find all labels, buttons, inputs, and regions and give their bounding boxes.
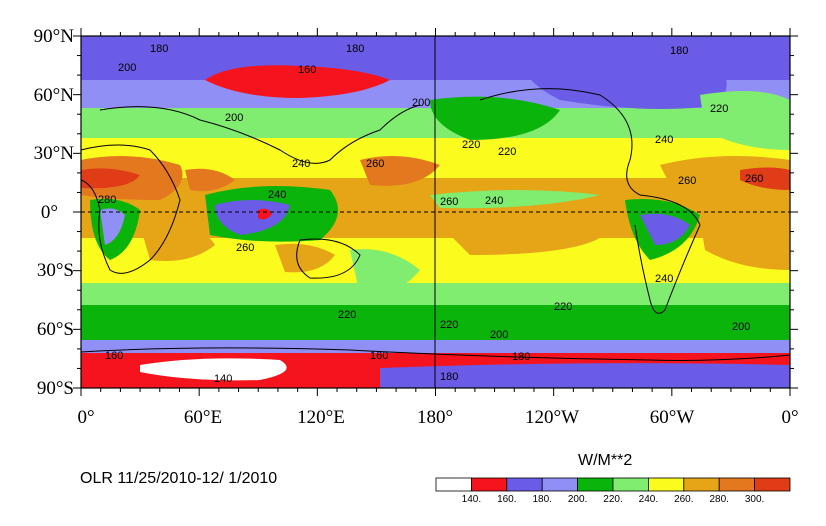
arabia-hot [185,168,235,192]
lon-label-60w: 60°W [650,407,695,428]
coastlines [81,88,790,361]
contour-label: 260 [678,175,696,187]
colorbar: 140. 160. 180. 200. 220. 240. 260. 280. 300. [435,477,791,505]
contour-label: 180 [150,43,168,55]
contour-label: 200 [412,97,430,109]
australia-hot [275,243,335,273]
colorbar-swatch [718,477,756,492]
contour-label: 160 [370,350,388,362]
north-atlantic-green [700,91,790,150]
south-pacific-hot [440,221,610,255]
itcz-green [430,190,600,209]
longitude-labels: 0° 60°E 120°E 180° 120°W 60°W 0° [77,407,798,428]
lat-label-60n: 60°N [34,85,75,106]
lon-label-120w: 120°W [525,407,579,428]
contour-label: 220 [710,103,728,115]
contour-label: 200 [118,62,136,74]
antarctica-white [140,358,287,381]
south-indian-hot [140,224,215,261]
maritime-core [215,200,290,235]
siberia-red [205,65,390,98]
sahara-core [81,168,140,189]
contour-label: 260 [366,158,384,170]
contour-label: 260 [440,196,458,208]
antarctica-coast [81,347,790,361]
lat-label-30n: 30°N [34,143,75,164]
colorbar-label: 280. [709,494,728,505]
lat-label-90s: 90°S [37,378,74,399]
colorbar-label: 160. [497,494,516,505]
colorbar-label: 220. [603,494,622,505]
contour-label: 180 [440,371,458,383]
axis-ticks [73,28,798,396]
lat-label-60s: 60°S [37,319,74,340]
australia-coast [296,238,361,279]
lon-label-180: 180° [417,407,453,428]
colorbar-label: 240. [639,494,658,505]
contour-label: 240 [268,189,286,201]
colorbar-swatch [435,477,472,492]
colorbar-swatch [470,477,508,492]
colorbar-label: 260. [674,494,693,505]
contour-label: 160 [105,350,123,362]
contour-label: 160 [298,64,316,76]
contour-label: 180 [670,45,688,57]
lon-label-60e: 60°E [184,407,222,428]
contour-label: 140 [214,373,232,385]
colorbar-swatch [754,477,791,492]
lat-label-30s: 30°S [37,260,74,281]
north-pacific-green [430,96,560,140]
colorbar-swatch [648,477,685,492]
northamerica-coast [479,88,641,196]
africa-core [100,208,125,245]
atlantic-hot-north [740,167,790,190]
eurasia-coast [99,104,421,164]
contour-label: 220 [440,319,458,331]
maritime-deep [258,208,272,220]
contour-label: 220 [498,146,516,158]
colorbar-label: 180. [532,494,551,505]
colorbar-label: 300. [745,494,764,505]
contour-label: 200 [732,321,750,333]
contour-label: 240 [655,273,673,285]
contour-label: 260 [236,242,254,254]
amazon-core [640,213,690,245]
contour-label: 200 [225,112,243,124]
units-label: W/M**2 [578,452,633,469]
contour-label: 280 [98,194,116,206]
south-atlantic-hot [700,215,790,270]
contour-labels: 180 200 160 180 180 200 220 200 220 240 … [98,43,763,385]
contour-label: 220 [338,309,356,321]
colorbar-swatch [612,477,649,492]
contour-label: 180 [346,43,364,55]
contour-label: 240 [485,195,503,207]
contour-label: 220 [462,139,480,151]
colorbar-label: 200. [568,494,587,505]
colorbar-swatch [506,477,543,492]
colorbar-swatch [577,477,614,492]
colorbar-swatch [541,477,579,492]
antarctica-blue [380,363,790,388]
contour-label: 240 [292,158,310,170]
lat-label-eq: 0° [41,202,58,223]
africa-coast [81,144,181,274]
colorbar-swatch [683,477,720,492]
latitude-labels: 90°N 60°N 30°N 0° 30°S 60°S 90°S [34,26,75,399]
lon-label-120e: 120°E [297,407,345,428]
canada-blue [520,45,727,109]
lon-label-0-end: 0° [781,407,798,428]
contour-label: 220 [554,301,572,313]
contour-label: 260 [745,173,763,185]
contour-label: 180 [512,351,530,363]
colorbar-label: 140. [462,494,481,505]
southwest-pacific-green [350,249,420,296]
lat-label-90n: 90°N [34,26,75,47]
contour-label: 240 [655,134,673,146]
lon-label-0: 0° [77,407,94,428]
plot-title: OLR 11/25/2010-12/ 1/2010 [80,470,278,487]
contour-label: 200 [490,329,508,341]
pacific-dry-north [360,156,440,186]
